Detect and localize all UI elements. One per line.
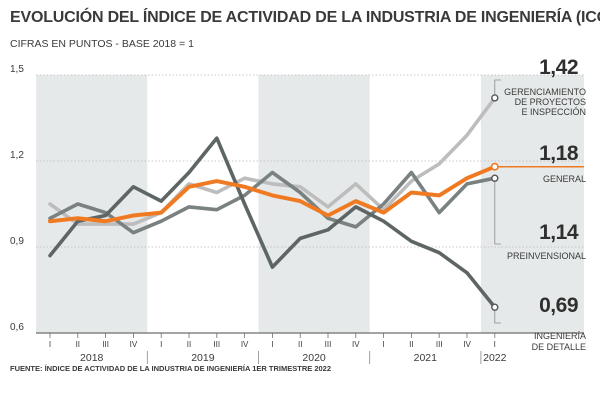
year-label: 2021 xyxy=(414,352,438,364)
series-name-label: E INSPECCIÓN xyxy=(521,107,586,117)
series-line-1 xyxy=(48,170,497,235)
quarter-label: II xyxy=(409,340,413,349)
series-name-label: GENERAL xyxy=(543,174,586,184)
series-line-2 xyxy=(48,136,497,310)
quarter-label: I xyxy=(271,340,273,349)
series-value-label: 1,18 xyxy=(539,142,579,165)
quarter-label: I xyxy=(160,340,162,349)
chart-subtitle: CIFRAS EN PUNTOS - BASE 2018 = 1 xyxy=(10,38,194,50)
quarter-label: III xyxy=(213,340,220,349)
series-value-label: 1,42 xyxy=(539,56,578,79)
series-name-label: GERENCIAMIENTO xyxy=(504,87,586,97)
series-name-label: DE PROYECTOS xyxy=(515,97,586,107)
quarter-label: III xyxy=(325,340,332,349)
quarter-label: I xyxy=(494,340,496,349)
quarter-label: III xyxy=(102,340,109,349)
series-end-marker xyxy=(490,162,499,171)
quarter-label: IV xyxy=(463,340,471,349)
quarter-label: IV xyxy=(241,340,249,349)
year-label: 2019 xyxy=(191,352,215,364)
series-name-label: DE DETALLE xyxy=(532,342,586,352)
quarter-label: II xyxy=(298,340,302,349)
year-band-2022 xyxy=(480,75,584,333)
quarter-label: II xyxy=(187,340,191,349)
quarter-label: IV xyxy=(352,340,360,349)
series-end-marker xyxy=(491,303,499,311)
series-name-label: INGENIERÍA xyxy=(534,331,586,341)
series-end-marker xyxy=(491,94,499,102)
quarter-label: I xyxy=(49,340,51,349)
label-connector xyxy=(494,178,501,245)
gridlines xyxy=(36,74,584,334)
label-connector xyxy=(494,307,501,324)
year-shading xyxy=(36,75,584,333)
series-name-label: PREINVENSIONAL xyxy=(507,251,586,261)
series-value-label: 1,14 xyxy=(539,221,579,244)
y-tick-label: 0,6 xyxy=(10,322,24,333)
label-connector xyxy=(494,79,501,98)
series-end-marker xyxy=(491,174,499,182)
quarter-label: I xyxy=(382,340,384,349)
series-value-label: 0,69 xyxy=(539,294,578,317)
quarter-label: IV xyxy=(130,340,138,349)
series-lines xyxy=(48,96,497,310)
year-label: 2020 xyxy=(302,352,326,364)
y-tick-label: 0,9 xyxy=(10,236,24,247)
chart-source: FUENTE: ÍNDICE DE ACTIVIDAD DE LA INDUST… xyxy=(10,364,332,373)
y-axis-labels: 0,6 0,9 1,2 1,5 xyxy=(10,64,24,333)
year-band-2018 xyxy=(36,75,148,333)
y-tick-label: 1,5 xyxy=(10,64,24,75)
quarter-label: III xyxy=(436,340,443,349)
y-tick-label: 1,2 xyxy=(10,150,24,161)
chart-title: EVOLUCIÓN DEL ÍNDICE DE ACTIVIDAD DE LA … xyxy=(10,9,600,26)
series-line-3 xyxy=(48,164,497,224)
year-label: 2018 xyxy=(80,352,104,364)
quarter-label: II xyxy=(76,340,80,349)
year-label: 2022 xyxy=(483,352,507,364)
